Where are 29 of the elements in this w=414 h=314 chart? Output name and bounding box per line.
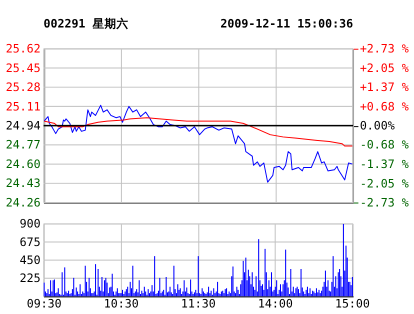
x-tick-label: 09:30 [26, 296, 62, 310]
y2-tick-label: -0.68 % [360, 138, 409, 152]
y2-tick-label: -2.05 % [360, 176, 409, 190]
y2-tick-label: +2.05 % [360, 60, 409, 75]
y-tick-label: 25.62 [6, 42, 41, 56]
y-tick-label: 225 [20, 271, 41, 286]
y2-tick-label: +1.37 % [360, 80, 409, 94]
y-tick-label: 900 [20, 216, 41, 231]
y-tick-label: 24.94 [6, 118, 41, 133]
y-tick-label: 24.26 [6, 195, 41, 210]
y2-tick-label: +0.68 % [360, 99, 409, 114]
y-tick-label: 675 [20, 234, 41, 249]
x-tick-label: 11:30 [180, 296, 216, 310]
x-tick-label: 14:00 [258, 296, 293, 310]
y-tick-label: 25.45 [6, 60, 41, 75]
y2-tick-label: -2.73 % [360, 195, 409, 210]
y-tick-label: 24.60 [6, 156, 41, 171]
y2-tick-label: -1.37 % [360, 157, 409, 172]
y2-tick-label: 0.00% [360, 118, 395, 133]
x-tick-label: 10:30 [104, 296, 139, 310]
x-tick-label: 15:00 [334, 296, 370, 310]
y-tick-label: 24.77 [6, 138, 41, 152]
y-tick-label: 25.28 [6, 80, 41, 94]
y-tick-label: 24.43 [6, 176, 41, 190]
y-tick-label: 25.11 [6, 99, 41, 114]
y2-tick-label: +2.73 % [360, 42, 409, 56]
text: 2009-12-11 15:00:36 [220, 16, 354, 30]
chart-title: 002291 星期六 [44, 16, 128, 30]
y-tick-label: 450 [20, 252, 41, 267]
